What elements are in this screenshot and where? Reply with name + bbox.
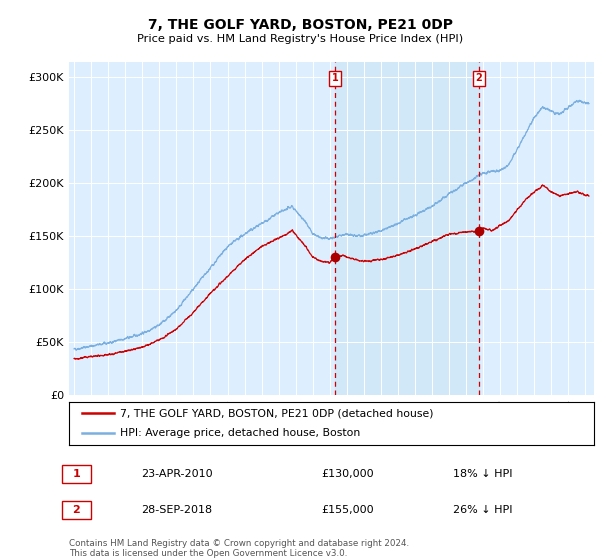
Text: 1: 1: [332, 73, 338, 83]
Text: 18% ↓ HPI: 18% ↓ HPI: [453, 469, 512, 479]
Text: HPI: Average price, detached house, Boston: HPI: Average price, detached house, Bost…: [121, 428, 361, 438]
Text: Contains HM Land Registry data © Crown copyright and database right 2024.
This d: Contains HM Land Registry data © Crown c…: [69, 539, 409, 558]
Text: 2: 2: [475, 73, 482, 83]
Text: 2: 2: [73, 505, 80, 515]
Text: 7, THE GOLF YARD, BOSTON, PE21 0DP (detached house): 7, THE GOLF YARD, BOSTON, PE21 0DP (deta…: [121, 408, 434, 418]
Text: 26% ↓ HPI: 26% ↓ HPI: [453, 505, 512, 515]
Bar: [335, 62, 479, 395]
Text: 23-APR-2010: 23-APR-2010: [141, 469, 212, 479]
Text: £130,000: £130,000: [321, 469, 374, 479]
Text: 1: 1: [73, 469, 80, 479]
Text: £155,000: £155,000: [321, 505, 374, 515]
Text: 28-SEP-2018: 28-SEP-2018: [141, 505, 212, 515]
Text: Price paid vs. HM Land Registry's House Price Index (HPI): Price paid vs. HM Land Registry's House …: [137, 34, 463, 44]
Text: 7, THE GOLF YARD, BOSTON, PE21 0DP: 7, THE GOLF YARD, BOSTON, PE21 0DP: [148, 18, 452, 32]
